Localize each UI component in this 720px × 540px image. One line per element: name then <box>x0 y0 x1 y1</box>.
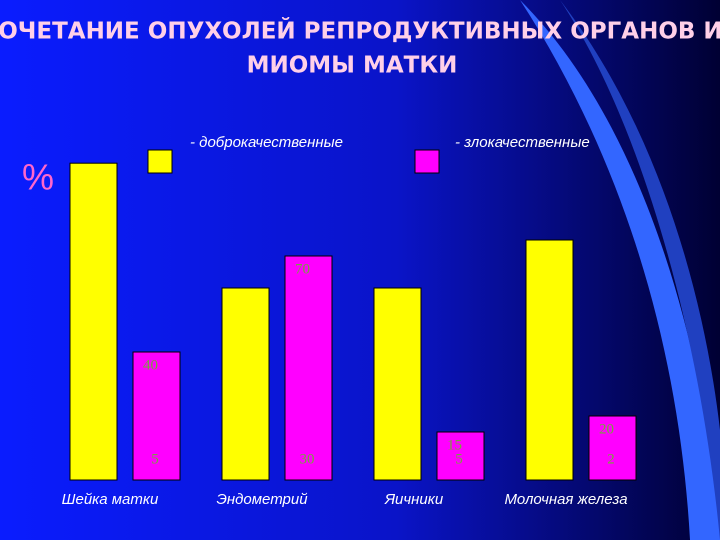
value-label: 70 <box>295 261 310 277</box>
annotation: 5 <box>455 451 463 467</box>
annotation: 30 <box>300 451 315 467</box>
legend-swatch <box>414 149 440 174</box>
bar <box>132 351 181 481</box>
chart-title: МИОМЫ МАТКИ <box>247 53 458 79</box>
annotation: 2 <box>607 451 615 467</box>
value-label: 40 <box>143 357 158 373</box>
bar <box>373 287 422 481</box>
value-label: 15 <box>447 437 462 453</box>
value-label: 20 <box>599 421 614 437</box>
x-tick-label: Эндометрий <box>216 491 308 508</box>
x-tick-label: Шейка матки <box>62 491 159 508</box>
annotation: 5 <box>151 451 159 467</box>
legend-label: - доброкачественные <box>190 134 343 151</box>
swoosh <box>520 0 720 540</box>
legend-label: - злокачественные <box>455 134 590 151</box>
bar <box>284 255 333 481</box>
y-axis-label: % <box>22 157 54 198</box>
x-tick-label: Яичники <box>384 491 444 508</box>
bar <box>588 415 637 481</box>
chart-title: СОЧЕТАНИЕ ОПУХОЛЕЙ РЕПРОДУКТИВНЫХ ОРГАНО… <box>0 17 720 45</box>
legend-swatch <box>147 149 173 174</box>
bar <box>69 162 118 481</box>
x-tick-label: Молочная железа <box>504 491 627 508</box>
swoosh-shade <box>560 0 720 540</box>
bar <box>221 287 270 481</box>
bar <box>436 431 485 481</box>
bar <box>525 239 574 481</box>
